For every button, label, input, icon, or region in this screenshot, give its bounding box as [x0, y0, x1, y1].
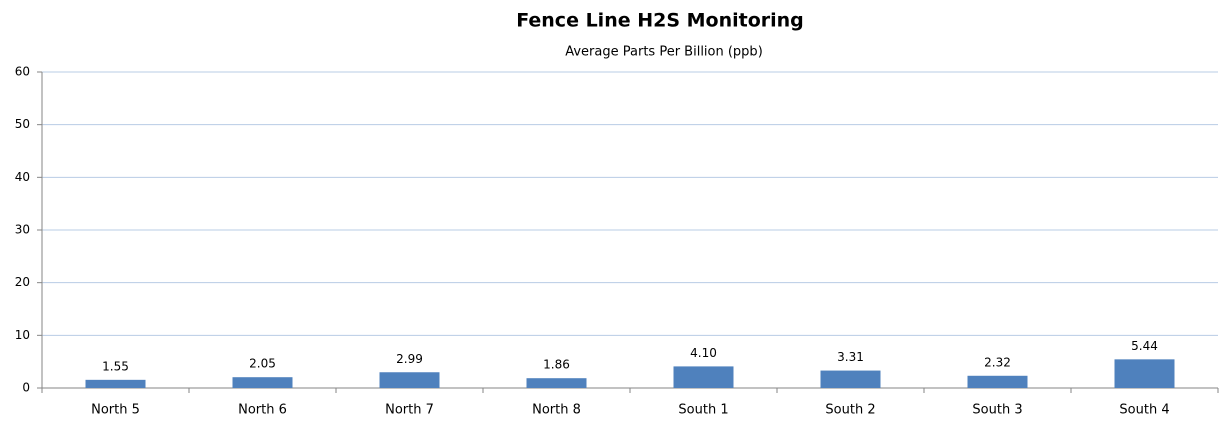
bar — [85, 379, 146, 388]
bar — [1114, 359, 1175, 388]
x-tick-label: North 7 — [385, 403, 434, 418]
data-label: 1.55 — [102, 359, 129, 373]
bar — [526, 378, 587, 388]
data-label: 4.10 — [690, 346, 717, 360]
x-tick-label: North 8 — [532, 403, 581, 418]
y-tick-label: 40 — [15, 170, 30, 184]
bar — [232, 377, 293, 388]
chart-subtitle: Average Parts Per Billion (ppb) — [565, 45, 763, 60]
x-tick-label: South 2 — [825, 403, 875, 418]
chart-title: Fence Line H2S Monitoring — [516, 10, 804, 32]
x-tick-label: South 4 — [1119, 403, 1169, 418]
data-label: 1.86 — [543, 358, 570, 372]
x-tick-label: North 5 — [91, 403, 140, 418]
data-label: 5.44 — [1131, 339, 1158, 353]
y-tick-label: 50 — [15, 117, 30, 131]
data-label: 2.99 — [396, 352, 423, 366]
data-label: 2.05 — [249, 357, 276, 371]
bar — [379, 372, 440, 388]
y-tick-label: 20 — [15, 275, 30, 289]
data-label: 3.31 — [837, 350, 864, 364]
y-tick-label: 60 — [15, 65, 30, 79]
x-tick-label: North 6 — [238, 403, 287, 418]
bar — [967, 375, 1028, 388]
y-tick-label: 0 — [22, 381, 30, 395]
x-tick-label: South 3 — [972, 403, 1022, 418]
data-label: 2.32 — [984, 355, 1011, 369]
y-tick-label: 10 — [15, 328, 30, 342]
x-tick-label: South 1 — [678, 403, 728, 418]
bar — [673, 366, 734, 388]
bar — [820, 370, 881, 388]
y-tick-label: 30 — [15, 223, 30, 237]
